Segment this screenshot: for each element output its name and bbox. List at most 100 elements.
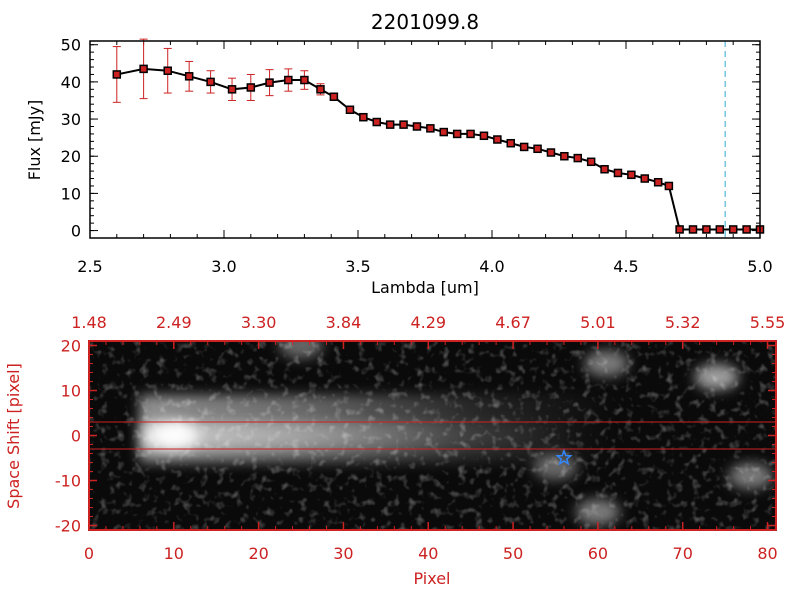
spectral-trace-core — [139, 422, 581, 449]
data-point — [265, 78, 274, 87]
image-x-tick-label: 60 — [588, 544, 608, 563]
data-point — [664, 181, 674, 191]
data-point — [728, 225, 738, 234]
spectrum-frame — [89, 40, 761, 239]
image-blob — [694, 364, 739, 390]
image-top-wavelength-label: 3.30 — [241, 313, 277, 332]
image-blob — [533, 454, 578, 480]
image-blob — [728, 463, 773, 489]
data-point — [613, 168, 623, 178]
image-blob — [584, 350, 629, 377]
data-point — [300, 75, 309, 85]
image-top-wavelength-label: 5.01 — [580, 313, 616, 332]
source-star-marker — [555, 448, 573, 466]
data-point — [546, 148, 556, 157]
image-area — [89, 341, 776, 530]
data-point — [675, 225, 684, 234]
data-point — [345, 105, 355, 115]
data-point — [519, 142, 529, 152]
data-point — [184, 72, 194, 81]
data-point — [560, 151, 569, 161]
data-point — [412, 122, 422, 131]
spectrum-y-tick-label: 10 — [61, 184, 81, 203]
data-point — [640, 174, 650, 183]
image-top-wavelength-label: 5.32 — [665, 313, 701, 332]
data-point — [426, 124, 435, 133]
image-x-tick-label: 10 — [164, 544, 184, 563]
image-top-wavelength-label: 5.55 — [750, 313, 786, 332]
data-point — [573, 153, 583, 163]
image-x-tick-label: 30 — [333, 544, 353, 563]
image-y-axis-label: Space Shift [pixel] — [4, 363, 23, 509]
data-point — [715, 225, 725, 234]
data-point — [206, 77, 215, 87]
data-point — [399, 120, 408, 129]
image-y-tick-label: -10 — [55, 472, 81, 491]
data-point — [372, 117, 382, 127]
data-point — [688, 225, 698, 234]
data-point — [506, 138, 516, 148]
image-x-tick-label: 50 — [503, 544, 523, 563]
spectrum-y-axis-label: Flux [mJy] — [25, 100, 44, 181]
image-x-tick-label: 40 — [418, 544, 438, 563]
data-point — [627, 170, 636, 180]
spectrum-y-tick-label: 50 — [61, 36, 81, 55]
data-point — [329, 92, 339, 102]
image-x-tick-label: 70 — [673, 544, 693, 563]
image-top-wavelength-label: 1.48 — [71, 313, 107, 332]
data-point — [742, 225, 751, 234]
image-top-wavelength-label: 3.84 — [326, 313, 362, 332]
spectrum-x-tick-label: 5.0 — [747, 257, 772, 276]
spectrum-y-tick-label: 20 — [61, 147, 81, 166]
data-point — [385, 120, 395, 129]
spectrum-y-tick-labels: 0 10 20 30 40 50 — [61, 36, 81, 241]
image-y-tick-labels: -20 -10 0 10 20 — [55, 337, 81, 536]
image-blob — [575, 499, 620, 525]
data-point — [359, 112, 368, 122]
image-y-tick-label: -20 — [55, 517, 81, 536]
data-point — [139, 64, 148, 74]
spectrum-x-tick-label: 3.5 — [345, 257, 370, 276]
spectrum-title: 2201099.8 — [371, 10, 479, 34]
image-y-tick-label: 0 — [71, 427, 81, 446]
image-panel: 0 10 20 30 40 50 60 70 80 1.48 2.49 3.30 3.84 4.29 4.… — [4, 313, 785, 588]
data-point — [653, 177, 663, 187]
data-point — [600, 164, 609, 174]
image-x-axis-label: Pixel — [413, 569, 450, 588]
spectrum-x-tick-labels: 2.5 3.0 3.5 4.0 4.5 5.0 — [77, 257, 772, 276]
image-top-wavelength-label: 4.67 — [495, 313, 531, 332]
image-blob — [279, 341, 324, 359]
spectrum-y-tick-label: 40 — [61, 73, 81, 92]
data-point — [702, 225, 711, 234]
spectrum-x-tick-label: 4.0 — [479, 257, 504, 276]
spectrum-x-tick-label: 4.5 — [613, 257, 638, 276]
spectrum-markers — [112, 64, 765, 234]
image-top-wavelength-labels: 1.48 2.49 3.30 3.84 4.29 4.67 5.01 5.32 5.55 — [71, 313, 785, 332]
image-x-tick-labels: 0 10 20 30 40 50 60 70 80 — [84, 544, 778, 563]
data-point — [227, 85, 237, 94]
image-x-tick-label: 20 — [248, 544, 268, 563]
image-frame — [88, 340, 777, 531]
data-point — [163, 66, 172, 75]
data-point — [284, 75, 293, 85]
spectrum-x-axis-label: Lambda [um] — [371, 278, 479, 297]
image-top-wavelength-label: 2.49 — [156, 313, 192, 332]
spectrum-x-tick-label: 2.5 — [77, 257, 102, 276]
image-y-tick-label: 10 — [61, 382, 81, 401]
data-point — [246, 83, 256, 92]
data-point — [316, 85, 325, 94]
image-x-tick-label: 80 — [757, 544, 777, 563]
data-point — [586, 157, 596, 167]
spectrum-panel: 2201099.8 2.5 3.0 3.5 4.0 4.5 5.0 0 10 20 30 40 50… — [25, 10, 773, 297]
image-top-wavelength-label: 4.29 — [410, 313, 446, 332]
image-y-tick-label: 20 — [61, 337, 81, 356]
extraction-band — [89, 421, 776, 450]
data-point — [439, 127, 449, 137]
data-point — [493, 135, 502, 144]
data-point — [479, 131, 489, 141]
spectrum-x-tick-label: 3.0 — [211, 257, 236, 276]
spectrum-y-tick-label: 30 — [61, 110, 81, 129]
image-blob-core — [161, 428, 186, 443]
data-point — [533, 144, 542, 154]
